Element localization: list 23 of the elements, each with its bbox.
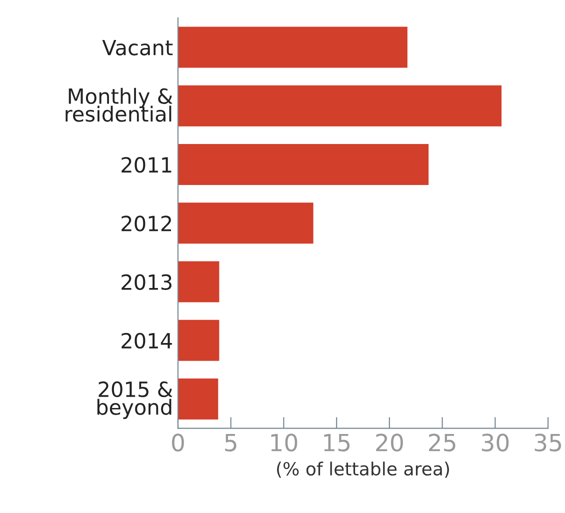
y-tick-label: 2012 xyxy=(122,216,172,232)
x-tick-label: 25 xyxy=(429,434,456,452)
bar xyxy=(178,26,408,68)
y-tick-label: 2011 xyxy=(122,156,172,173)
bar xyxy=(178,261,220,302)
bar xyxy=(178,378,218,420)
x-tick-label: 30 xyxy=(482,434,509,452)
x-axis-title: (% of lettable area) xyxy=(277,462,449,478)
bar xyxy=(178,144,429,186)
x-tick-label: 10 xyxy=(271,434,298,452)
y-tick-label: Monthly & residential xyxy=(66,88,172,122)
x-tick-label: 0 xyxy=(172,434,184,452)
x-tick-label: 35 xyxy=(534,434,562,452)
y-tick-label: 2014 xyxy=(122,332,172,349)
x-tick-label: 20 xyxy=(376,434,403,452)
bar xyxy=(178,85,502,126)
bar xyxy=(178,320,220,361)
y-tick-label: 2013 xyxy=(122,274,172,290)
y-tick-label: 2015 & beyond xyxy=(97,381,172,419)
bar xyxy=(178,202,314,244)
y-tick-label: Vacant xyxy=(102,40,173,56)
x-tick-label: 5 xyxy=(225,434,236,452)
x-tick-label: 15 xyxy=(324,434,350,452)
